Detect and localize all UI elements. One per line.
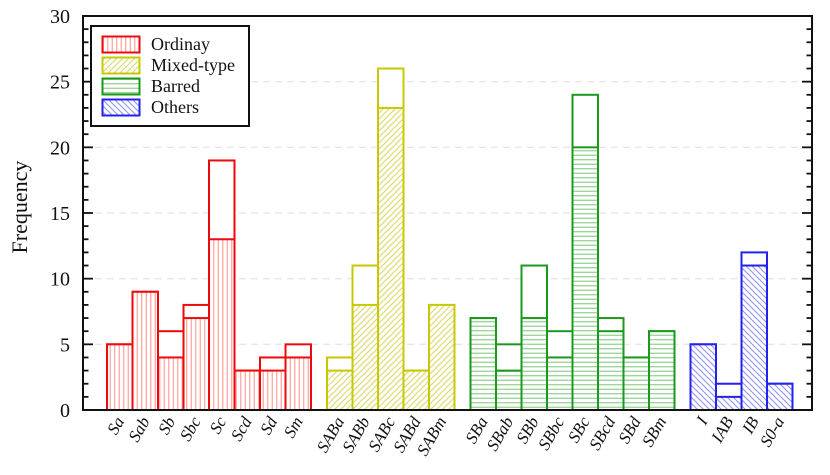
- legend-label: Others: [151, 97, 199, 117]
- y-tick-label: 10: [50, 269, 70, 291]
- legend-swatch-icon: [101, 56, 141, 75]
- bar-SABa-hatched: [326, 369, 354, 412]
- x-tick-label-SBcd: SBcd: [585, 413, 619, 453]
- bar-Sc-hatched: [208, 238, 236, 411]
- bar-Scd-hatched: [233, 369, 261, 412]
- y-tick-label: 25: [50, 72, 70, 94]
- y-tick-label: 20: [50, 137, 70, 159]
- legend-swatch-icon: [101, 77, 141, 96]
- y-tick-label: 5: [60, 334, 70, 356]
- x-tick-label-I: I: [692, 412, 712, 428]
- legend: Ordinay Mixed-type Barred Others: [90, 25, 250, 127]
- x-tick-label-Sm: Sm: [280, 414, 307, 441]
- bar-IB-hatched: [740, 264, 768, 411]
- y-tick-labels: 0 5 10 15 20 25 30: [50, 6, 70, 422]
- x-tick-label-Sab: Sab: [125, 414, 154, 446]
- y-ticks: [83, 15, 812, 411]
- bar-SBc-hatched: [571, 146, 599, 411]
- bar-SBcd-hatched: [597, 330, 625, 412]
- bars: [106, 67, 794, 412]
- x-tick-label-IAB: IAB: [707, 413, 737, 447]
- x-tick-label-SBm: SBm: [638, 414, 670, 450]
- bar-Sa-hatched: [106, 343, 134, 412]
- bar-SBd-hatched: [622, 356, 650, 412]
- bar-SBab-hatched: [495, 369, 523, 412]
- bar-Sab-hatched: [131, 290, 159, 411]
- bar-SBbc-hatched: [546, 356, 574, 412]
- bar-IAB-hatched: [715, 395, 743, 412]
- legend-label: Mixed-type: [151, 55, 235, 75]
- bar-Sbc-hatched: [182, 317, 210, 412]
- y-tick-label: 15: [50, 203, 70, 225]
- legend-item-others: Others: [101, 97, 240, 118]
- y-tick-label: 30: [50, 6, 70, 28]
- x-tick-label-Sd: Sd: [256, 413, 281, 438]
- y-tick-label: 0: [60, 400, 70, 422]
- bar-SABb-hatched: [351, 303, 379, 411]
- bar-S0-a-hatched: [766, 382, 794, 412]
- bar-SBa-hatched: [469, 317, 497, 412]
- legend-label: Barred: [151, 76, 200, 96]
- bar-SABm-hatched: [428, 303, 456, 411]
- bar-SABc-hatched: [377, 106, 405, 412]
- legend-items: Ordinay Mixed-type Barred Others: [101, 34, 240, 118]
- legend-swatch-icon: [101, 35, 141, 54]
- bar-SBm-hatched: [648, 330, 676, 412]
- bar-SABd-hatched: [402, 369, 430, 412]
- x-tick-label-SABb: SABb: [338, 414, 373, 456]
- x-tick-label-SBab: SBab: [483, 414, 517, 455]
- legend-label: Ordinay: [151, 34, 210, 54]
- legend-item-ordinay: Ordinay: [101, 34, 240, 55]
- legend-item-mixed-type: Mixed-type: [101, 55, 240, 76]
- x-tick-label-S0-a: S0-a: [756, 414, 788, 450]
- legend-swatch-icon: [101, 98, 141, 117]
- bar-I-hatched: [689, 343, 717, 412]
- bar-SBb-hatched: [520, 317, 548, 412]
- y-axis-label: Frequency: [7, 160, 32, 254]
- bar-Sm-hatched: [284, 356, 312, 412]
- legend-item-barred: Barred: [101, 76, 240, 97]
- x-tick-label-Sbc: Sbc: [176, 413, 205, 444]
- x-tick-label-SBbc: SBbc: [534, 413, 568, 453]
- bar-Sd-hatched: [259, 369, 287, 412]
- x-tick-label-Scd: Scd: [227, 413, 256, 444]
- bar-Sb-hatched: [157, 356, 185, 412]
